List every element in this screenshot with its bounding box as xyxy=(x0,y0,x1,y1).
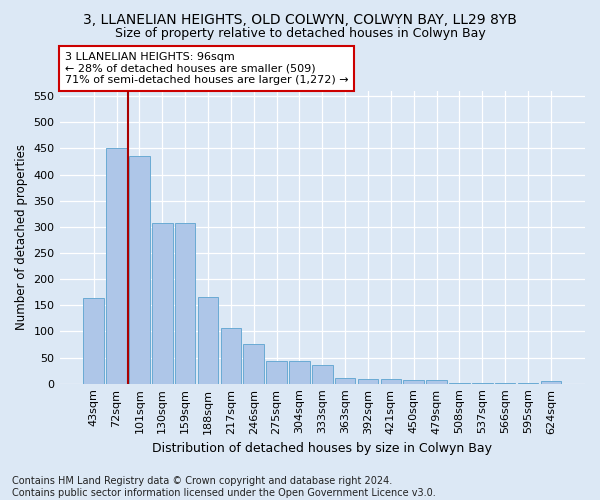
Text: 3, LLANELIAN HEIGHTS, OLD COLWYN, COLWYN BAY, LL29 8YB: 3, LLANELIAN HEIGHTS, OLD COLWYN, COLWYN… xyxy=(83,12,517,26)
Bar xyxy=(472,382,493,384)
Bar xyxy=(541,381,561,384)
Bar xyxy=(266,360,287,384)
Bar xyxy=(518,383,538,384)
Y-axis label: Number of detached properties: Number of detached properties xyxy=(15,144,28,330)
Bar xyxy=(312,366,332,384)
Bar xyxy=(175,223,196,384)
Bar xyxy=(221,328,241,384)
Bar xyxy=(449,382,470,384)
Text: Contains HM Land Registry data © Crown copyright and database right 2024.
Contai: Contains HM Land Registry data © Crown c… xyxy=(12,476,436,498)
Bar xyxy=(83,298,104,384)
Bar xyxy=(495,382,515,384)
Bar xyxy=(244,344,264,384)
Text: 3 LLANELIAN HEIGHTS: 96sqm
← 28% of detached houses are smaller (509)
71% of sem: 3 LLANELIAN HEIGHTS: 96sqm ← 28% of deta… xyxy=(65,52,349,85)
Bar xyxy=(358,380,378,384)
Bar xyxy=(152,223,173,384)
Bar xyxy=(426,380,447,384)
Bar xyxy=(335,378,355,384)
Text: Size of property relative to detached houses in Colwyn Bay: Size of property relative to detached ho… xyxy=(115,28,485,40)
Bar xyxy=(289,360,310,384)
Bar xyxy=(198,298,218,384)
Bar xyxy=(106,148,127,384)
Bar xyxy=(403,380,424,384)
Bar xyxy=(380,380,401,384)
Bar xyxy=(129,156,150,384)
X-axis label: Distribution of detached houses by size in Colwyn Bay: Distribution of detached houses by size … xyxy=(152,442,492,455)
